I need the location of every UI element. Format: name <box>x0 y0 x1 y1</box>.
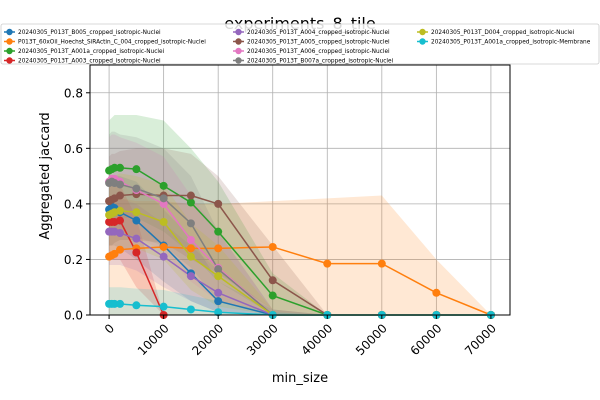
y-axis-ticks: 0.0 0.2 0.4 0.6 0.8 <box>64 86 90 323</box>
series-point-1 <box>116 245 124 254</box>
series-point-2 <box>214 227 223 236</box>
series-point-1 <box>432 288 441 297</box>
series-point-5 <box>214 199 223 208</box>
series-point-5 <box>116 191 124 200</box>
series-point-8 <box>132 208 141 217</box>
series-band-9 <box>109 287 491 315</box>
series-point-3 <box>116 216 124 225</box>
series-band-0 <box>109 176 491 315</box>
series-band-7 <box>109 131 491 315</box>
series-points <box>105 163 495 319</box>
legend-swatch-marker <box>6 38 13 45</box>
legend-swatch-marker <box>235 57 242 64</box>
x-tick-label: 70000 <box>462 321 499 358</box>
series-point-8 <box>159 217 168 226</box>
series-point-2 <box>268 291 277 300</box>
legend-entry-label: P013T_60xOil_Hoechst_SiRActin_C_004_crop… <box>18 40 206 46</box>
series-point-9 <box>214 308 223 317</box>
x-tick-label: 10000 <box>135 321 172 358</box>
series-point-0 <box>214 297 223 306</box>
series-point-6 <box>159 199 168 208</box>
legend-entry-label: 20240305_P013T_B005_cropped_isotropic-Nu… <box>18 30 161 36</box>
series-point-9 <box>116 299 124 308</box>
legend-entry-label: 20240305_P013T_D004_cropped_isotropic-Nu… <box>431 30 575 36</box>
series-point-7 <box>159 194 168 203</box>
series-point-9 <box>159 302 168 311</box>
series-point-1 <box>323 259 332 268</box>
x-tick-label: 0 <box>102 321 117 336</box>
y-tick-label: 0.0 <box>64 309 83 323</box>
series-point-4 <box>214 288 223 297</box>
series-point-0 <box>132 216 141 225</box>
plot-frame <box>89 64 511 316</box>
y-tick-label: 0.8 <box>64 86 83 100</box>
series-point-6 <box>186 236 195 244</box>
series-point-1 <box>377 259 386 268</box>
legend-box <box>0 23 600 65</box>
legend-swatch-marker <box>6 57 13 64</box>
x-tick-label: 60000 <box>408 321 445 358</box>
series-point-5 <box>186 191 195 200</box>
series-point-1 <box>214 244 223 253</box>
series-point-7 <box>214 265 223 274</box>
series-point-8 <box>186 252 195 261</box>
legend-swatch-marker <box>235 47 242 55</box>
series-point-4 <box>132 234 141 243</box>
legend-swatch-marker <box>6 28 13 36</box>
legend-swatch-marker <box>235 38 242 45</box>
legend-entry-label: 20240305_P013T_A001a_cropped_isotropic-M… <box>431 40 591 46</box>
series-point-2 <box>186 198 195 207</box>
legend-entry-label: 20240305_P013T_B007a_cropped_isotropic-N… <box>247 59 394 65</box>
y-axis-label: Aggregated jaccard <box>38 112 53 239</box>
series-point-4 <box>116 229 124 238</box>
series-point-4 <box>186 272 195 281</box>
x-tick-label: 20000 <box>189 321 226 358</box>
series-point-2 <box>159 181 168 190</box>
series-point-1 <box>186 244 195 253</box>
legend-entry-label: 20240305_P013T_A005_cropped_isotropic-Nu… <box>247 40 390 46</box>
series-point-3 <box>132 248 141 257</box>
legend-entry-label: 20240305_P013T_A003_cropped_isotropic-Nu… <box>18 59 161 65</box>
series-point-2 <box>116 163 124 172</box>
series-point-7 <box>186 219 195 228</box>
x-tick-label: 40000 <box>298 321 335 358</box>
series-point-9 <box>186 305 195 314</box>
legend-swatch-marker <box>235 28 242 36</box>
series-band-8 <box>109 173 491 315</box>
series-band-6 <box>109 134 491 315</box>
legend-entry-label: 20240305_P013T_A004_cropped_isotropic-Nu… <box>247 30 390 36</box>
series-point-9 <box>132 301 141 310</box>
confidence-bands <box>109 115 491 315</box>
x-tick-label: 50000 <box>353 321 390 358</box>
legend-swatch-marker <box>419 38 426 45</box>
series-point-8 <box>214 272 223 281</box>
y-tick-label: 0.2 <box>64 253 83 267</box>
series-point-1 <box>159 242 168 251</box>
legend-entry-label: 20240305_P013T_A001a_cropped_isotropic-N… <box>18 49 165 55</box>
series-point-1 <box>110 249 119 258</box>
legend-entry-label: 20240305_P013T_A006_cropped_isotropic-Nu… <box>247 49 390 55</box>
series-point-7 <box>132 184 141 193</box>
series-band-2 <box>109 115 491 315</box>
legend-swatch-marker <box>6 47 13 55</box>
series-point-2 <box>132 165 141 174</box>
series-point-8 <box>116 206 124 215</box>
legend-swatch-marker <box>419 28 426 36</box>
legend: 20240305_P013T_B005_cropped_isotropic-Nu… <box>0 23 600 65</box>
series-point-7 <box>116 180 124 189</box>
series-point-4 <box>159 252 168 261</box>
y-tick-label: 0.4 <box>64 197 83 211</box>
y-tick-label: 0.6 <box>64 142 83 156</box>
series-point-1 <box>268 242 277 251</box>
x-axis-label: min_size <box>272 371 328 386</box>
series-band-4 <box>109 198 491 315</box>
series-band-5 <box>109 148 491 315</box>
x-tick-label: 30000 <box>244 321 281 358</box>
x-axis-ticks: 0 10000 20000 30000 40000 50000 60000 70000 <box>102 315 499 358</box>
series-point-5 <box>268 276 277 285</box>
